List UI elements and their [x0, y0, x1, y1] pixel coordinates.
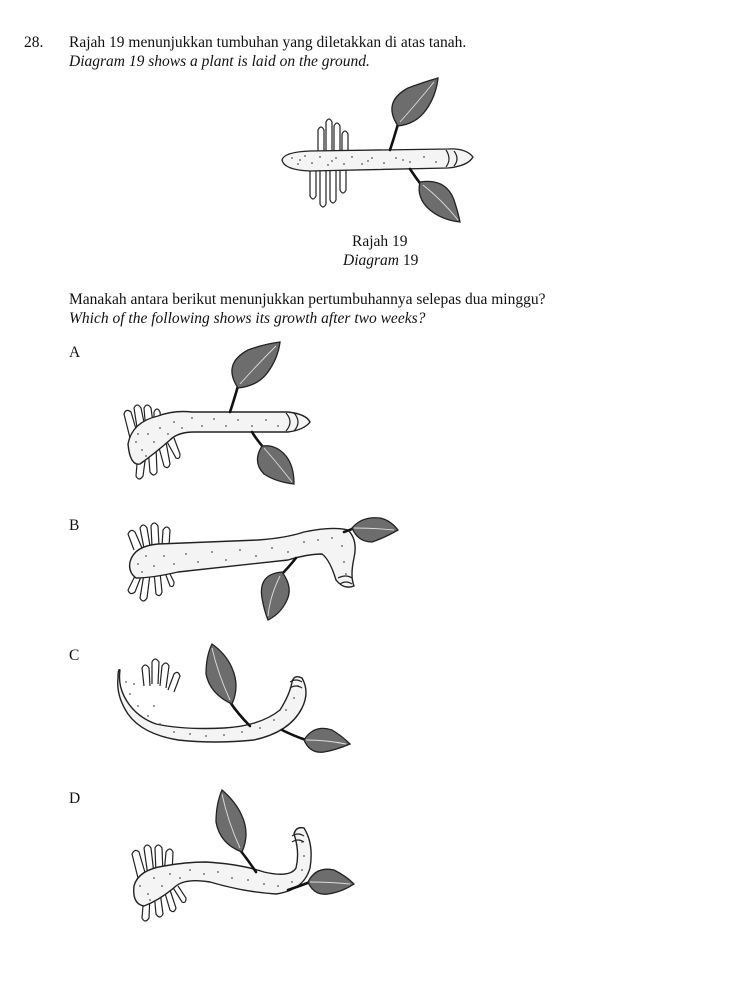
question-stem-english-rest: 19 shows a plant is laid on the ground. [128, 53, 370, 70]
question-stem-malay: Rajah 19 menunjukkan tumbuhan yang dilet… [69, 34, 467, 51]
option-b-diagram [118, 510, 408, 630]
prompt-malay: Manakah antara berikut menunjukkan pertu… [69, 291, 546, 308]
question-stem-english: Diagram 19 shows a plant is laid on the … [69, 52, 370, 71]
prompt-english: Which of the following shows its growth … [69, 310, 426, 327]
option-b-label: B [69, 517, 80, 534]
figure-caption-english-number: 19 [402, 252, 419, 269]
question-stem-english-italic: Diagram [69, 53, 125, 70]
figure-caption-english-italic: Diagram [343, 252, 399, 269]
option-c-diagram [114, 640, 364, 770]
option-a-diagram [118, 338, 328, 498]
figure-caption-english: Diagram 19 [343, 251, 418, 270]
option-d-diagram [120, 786, 370, 936]
diagram-19-plant [270, 74, 490, 234]
option-c-label: C [69, 647, 80, 664]
question-number: 28. [24, 34, 44, 51]
option-d-label: D [69, 790, 81, 807]
option-a-label: A [69, 344, 81, 361]
figure-caption-malay: Rajah 19 [352, 233, 408, 250]
